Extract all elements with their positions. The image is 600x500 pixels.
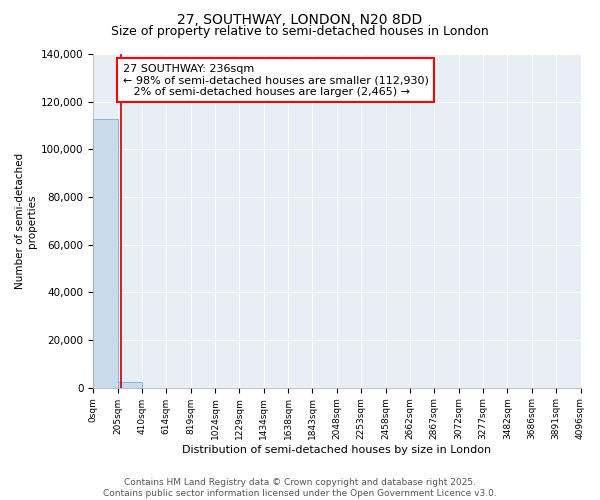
Bar	[93, 118, 118, 388]
Text: 27, SOUTHWAY, LONDON, N20 8DD: 27, SOUTHWAY, LONDON, N20 8DD	[178, 12, 422, 26]
Bar	[118, 382, 142, 388]
Y-axis label: Number of semi-detached
properties: Number of semi-detached properties	[15, 152, 37, 289]
Text: 27 SOUTHWAY: 236sqm
← 98% of semi-detached houses are smaller (112,930)
   2% of: 27 SOUTHWAY: 236sqm ← 98% of semi-detach…	[123, 64, 429, 96]
Text: Contains HM Land Registry data © Crown copyright and database right 2025.
Contai: Contains HM Land Registry data © Crown c…	[103, 478, 497, 498]
Text: Size of property relative to semi-detached houses in London: Size of property relative to semi-detach…	[111, 25, 489, 38]
X-axis label: Distribution of semi-detached houses by size in London: Distribution of semi-detached houses by …	[182, 445, 491, 455]
